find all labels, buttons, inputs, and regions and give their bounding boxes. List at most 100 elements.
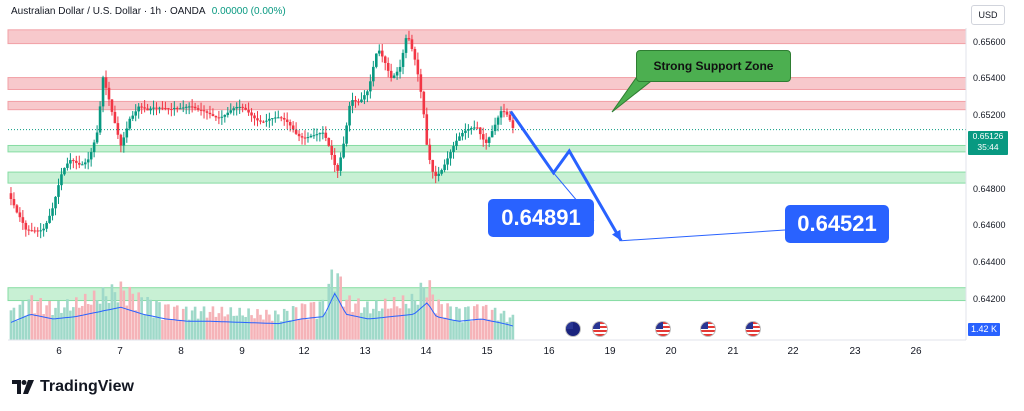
candle-body xyxy=(226,112,230,116)
au-flag-icon[interactable] xyxy=(564,321,581,337)
candle-body xyxy=(345,125,348,144)
candle-body xyxy=(86,159,90,163)
us-flag-icon[interactable] xyxy=(699,321,716,337)
candle-body xyxy=(66,163,69,168)
volume-bar xyxy=(342,306,345,340)
target-2-leader xyxy=(621,229,786,242)
candle-body xyxy=(288,122,292,126)
volume-bar xyxy=(54,307,57,340)
volume-bar xyxy=(327,283,331,340)
volume-bar xyxy=(175,305,179,340)
candle-body xyxy=(241,106,244,108)
volume-bar xyxy=(167,304,170,340)
candle-body xyxy=(434,171,437,176)
volume-bar xyxy=(229,307,233,340)
us-flag-icon[interactable] xyxy=(654,321,671,337)
volume-bar xyxy=(83,293,87,340)
candle-body xyxy=(389,70,393,78)
volume-bar xyxy=(33,313,37,340)
support-zone-5 xyxy=(7,171,967,184)
volume-bar xyxy=(262,319,265,340)
candle-body xyxy=(274,117,277,119)
projection-arrowhead xyxy=(612,229,622,241)
volume-bar xyxy=(369,313,372,340)
us-flag-icon[interactable] xyxy=(591,321,608,337)
candle-body xyxy=(487,137,491,143)
volume-bar xyxy=(232,315,236,340)
candle-body xyxy=(9,193,13,200)
volume-bar xyxy=(309,302,313,340)
candle-body xyxy=(152,107,155,109)
candle-body xyxy=(318,133,322,135)
volume-bar xyxy=(481,306,485,340)
volume-bar xyxy=(315,318,319,340)
date-tick-label: 8 xyxy=(178,346,184,357)
price-tick-label: 0.64600 xyxy=(973,220,1006,231)
volume-bar xyxy=(45,305,48,340)
volume-bar xyxy=(27,299,31,340)
candle-body xyxy=(475,127,479,129)
volume-bar xyxy=(276,314,280,340)
candle-body xyxy=(184,106,188,108)
volume-bar xyxy=(140,297,143,340)
date-tick-label: 21 xyxy=(727,346,739,357)
candle-body xyxy=(116,123,120,135)
candle-body xyxy=(464,130,467,133)
candle-body xyxy=(401,52,405,67)
candle-body xyxy=(143,107,146,109)
volume-bar xyxy=(324,312,328,340)
candle-body xyxy=(137,106,140,112)
volume-bar xyxy=(499,313,503,340)
volume-bar xyxy=(407,308,411,340)
volume-bar xyxy=(214,316,218,340)
candle-body xyxy=(30,230,34,232)
candle-body xyxy=(511,120,515,128)
projection-arrow xyxy=(509,110,623,242)
volume-bar xyxy=(431,294,435,340)
volume-bar xyxy=(348,295,351,340)
candle-body xyxy=(259,120,262,122)
volume-bar xyxy=(18,304,22,340)
candle-body xyxy=(113,111,117,124)
volume-bar xyxy=(404,303,408,340)
date-tick-label: 7 xyxy=(117,346,123,357)
volume-bar xyxy=(363,307,366,340)
volume-bar xyxy=(392,296,396,340)
volume-bar xyxy=(69,310,72,340)
us-flag-icon[interactable] xyxy=(744,321,761,337)
tradingview-logo[interactable]: TradingView xyxy=(12,378,134,396)
candle-body xyxy=(57,185,60,197)
volume-bar xyxy=(467,306,470,340)
candle-body xyxy=(54,196,57,209)
candle-body xyxy=(110,99,114,112)
candle-body xyxy=(107,87,111,100)
candle-body xyxy=(18,212,22,218)
candle-body xyxy=(161,107,164,109)
volume-bar xyxy=(63,307,66,340)
volume-bar xyxy=(164,304,167,340)
resistance-zone-3 xyxy=(7,100,967,111)
volume-bar xyxy=(422,287,426,340)
volume-bar xyxy=(265,309,268,340)
date-tick-label: 14 xyxy=(420,346,432,357)
volume-bar xyxy=(380,308,384,340)
candle-body xyxy=(80,164,84,166)
candle-body xyxy=(437,173,440,176)
price-tick-label: 0.65400 xyxy=(973,73,1006,84)
volume-bar xyxy=(473,306,476,340)
volume-bar xyxy=(98,303,102,340)
symbol-header[interactable]: Australian Dollar / U.S. Dollar · 1h · O… xyxy=(11,6,286,17)
date-tick-label: 9 xyxy=(239,346,245,357)
candle-body xyxy=(407,38,411,40)
volume-bar xyxy=(101,287,105,340)
candle-body xyxy=(481,134,485,140)
volume-bar xyxy=(152,317,155,340)
volume-bar xyxy=(250,315,253,340)
currency-button[interactable]: USD xyxy=(971,5,1005,25)
volume-bar xyxy=(80,305,84,340)
volume-bar xyxy=(42,314,45,340)
volume-bar xyxy=(333,291,337,340)
volume-bar xyxy=(413,300,417,340)
volume-bar xyxy=(170,320,173,340)
